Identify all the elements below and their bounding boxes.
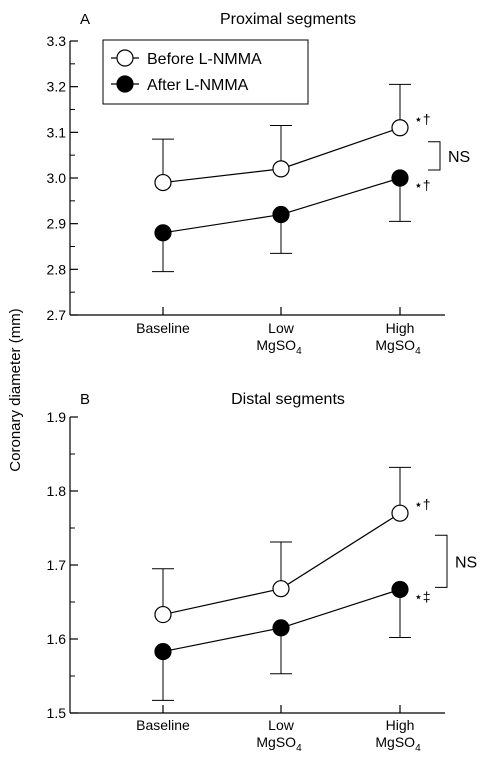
y-tick-label: 1.9 (47, 409, 67, 425)
significance-marker: ⋆‡ (414, 588, 431, 604)
data-point (391, 119, 409, 137)
y-tick-label: 1.7 (47, 557, 67, 573)
panel-label: B (80, 391, 90, 408)
x-tick-label: MgSO4 (375, 734, 421, 754)
data-point (391, 169, 409, 187)
y-tick-label: 3.3 (47, 33, 67, 49)
y-tick-label: 2.8 (47, 261, 67, 277)
data-point (272, 160, 290, 178)
x-tick-label: Baseline (136, 320, 190, 336)
x-tick-label: Baseline (136, 717, 190, 733)
chart-title: Proximal segments (220, 11, 356, 28)
chart-title: Distal segments (231, 391, 345, 408)
data-point (272, 205, 290, 224)
legend-box (102, 39, 309, 105)
significance-marker: ⋆† (414, 177, 431, 193)
x-tick-label: MgSO4 (256, 734, 302, 754)
x-tick-label: High (386, 717, 415, 733)
x-tick-label: Low (268, 717, 295, 733)
ns-label: NS (448, 149, 470, 166)
y-tick-label: 2.7 (47, 307, 67, 323)
legend-label: Before L-NMMA (147, 51, 262, 68)
ns-label: NS (455, 554, 477, 571)
data-point (154, 224, 172, 242)
y-tick-label: 2.9 (47, 216, 67, 232)
data-point (391, 504, 409, 522)
x-tick-label: MgSO4 (375, 337, 421, 357)
legend-label: After L-NMMA (147, 77, 249, 94)
x-tick-label: High (386, 320, 415, 336)
x-tick-label: Low (268, 320, 295, 336)
y-tick-label: 1.5 (47, 705, 67, 721)
data-point (154, 173, 172, 192)
y-tick-label: 1.8 (47, 483, 67, 499)
panel-a: A Proximal segments 2.7 2.8 2.9 3.0 3.1 3.2 3.3 B… (47, 11, 471, 357)
panel-b: B Distal segments 1.5 1.6 1.7 1.8 1.9 Baseline L… (47, 391, 478, 754)
y-tick-label: 3.1 (47, 124, 67, 140)
data-point (272, 619, 290, 637)
legend-marker (116, 49, 134, 67)
x-tick-label: MgSO4 (256, 337, 302, 357)
y-tick-label: 3.0 (47, 170, 67, 186)
data-point (154, 605, 172, 624)
y-tick-label: 1.6 (47, 631, 67, 647)
data-point (272, 580, 290, 598)
data-point (154, 642, 172, 661)
ns-bracket (435, 534, 448, 588)
significance-marker: ⋆† (414, 496, 431, 512)
data-point (391, 580, 409, 599)
significance-marker: ⋆† (414, 111, 431, 127)
legend-marker (116, 75, 134, 93)
y-tick-label: 3.2 (47, 79, 67, 95)
ns-bracket (428, 141, 441, 171)
panel-label: A (80, 11, 90, 28)
y-axis-label: Coronary diameter (mm) (7, 308, 24, 471)
